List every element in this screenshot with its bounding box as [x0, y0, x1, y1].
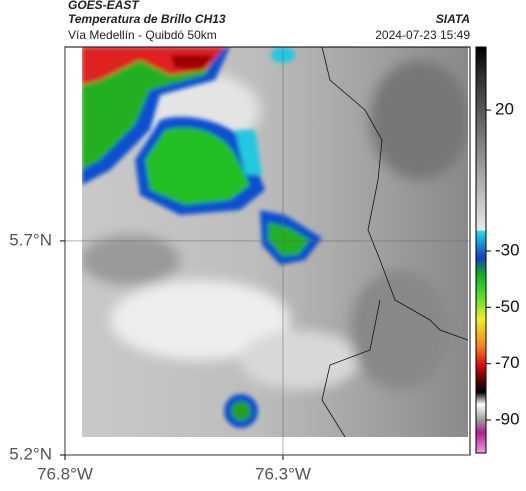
colorbar-tick-label: -90: [495, 410, 520, 429]
title: GOES-EAST: [68, 0, 140, 12]
y-tick-label: 5.7°N: [9, 230, 52, 249]
route: Vía Medellín - Quibdó 50km: [68, 28, 217, 42]
y-tick-label: 5.2°N: [9, 444, 52, 463]
source: SIATA: [436, 12, 470, 26]
subtitle: Temperatura de Brillo CH13: [68, 12, 226, 26]
colorbar-tick-label: -70: [495, 353, 520, 372]
satellite-image: [82, 47, 468, 437]
x-tick-label: 76.8°W: [37, 464, 93, 483]
colorbar: [475, 46, 487, 454]
colorbar-tick-label: -50: [495, 297, 520, 316]
colorbar-tick-label: 20: [495, 100, 514, 119]
datetime: 2024-07-23 15:49: [375, 28, 470, 42]
border: [321, 47, 468, 437]
x-tick-label: 76.3°W: [255, 464, 311, 483]
colorbar-tick-label: -30: [495, 240, 520, 259]
